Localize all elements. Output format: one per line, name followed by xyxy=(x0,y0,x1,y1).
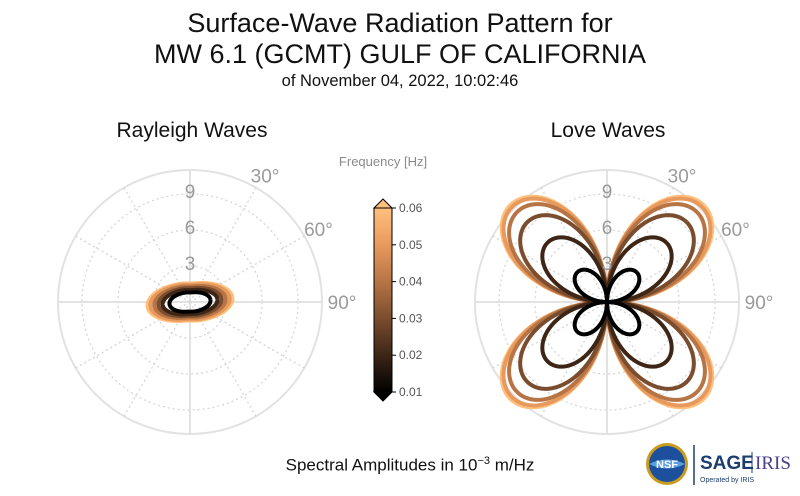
love-curve-0.04 xyxy=(507,202,707,402)
colorbar-frame xyxy=(373,207,393,393)
rayleigh-angle-label-30: 30° xyxy=(251,167,280,188)
rayleigh-panel-title: Rayleigh Waves xyxy=(116,119,268,142)
figure-title-line-2: MW 6.1 (GCMT) GULF OF CALIFORNIA xyxy=(153,39,646,69)
colorbar-tick-label-0.02: 0.02 xyxy=(399,348,423,362)
love-radial-tick-3: 3 xyxy=(602,254,613,275)
rayleigh-angle-label-60: 60° xyxy=(304,220,333,241)
love-radial-tick-9: 9 xyxy=(602,182,613,203)
rayleigh-curve-0.04 xyxy=(152,284,228,320)
colorbar-label: Frequency [Hz] xyxy=(339,154,427,169)
love-angle-label-60: 60° xyxy=(721,220,750,241)
nsf-logo: NSF xyxy=(646,443,688,485)
rayleigh-curve-0.05 xyxy=(148,282,232,322)
frequency-colorbar: Frequency [Hz] 0.06 0.05 0.04 0.03 0.02 0.01 xyxy=(339,154,427,402)
rayleigh-radial-tick-9: 9 xyxy=(185,182,196,203)
colorbar-tick-label-0.01: 0.01 xyxy=(399,385,423,399)
colorbar-tick-label-0.03: 0.03 xyxy=(399,311,423,325)
love-angle-label-90: 90° xyxy=(745,293,774,314)
love-curve-0.02 xyxy=(540,235,674,369)
love-grid-spoke-240 xyxy=(492,301,608,369)
caption-suffix: m/Hz xyxy=(490,455,535,475)
colorbar-tick-label-0.06: 0.06 xyxy=(399,201,423,215)
rayleigh-curve-0.02 xyxy=(160,287,220,317)
rayleigh-angle-label-90: 90° xyxy=(328,293,357,314)
rayleigh-curve-0.01 xyxy=(167,290,213,314)
love-polar-plot: 3 6 9 30° 60° 90° xyxy=(474,167,774,435)
colorbar-gradient-bar xyxy=(374,208,392,392)
rayleigh-curve-0.03 xyxy=(156,285,224,319)
love-radial-tick-6: 6 xyxy=(602,218,613,239)
operated-by-text: Operated by IRIS xyxy=(700,477,754,484)
love-grid-spoke-300 xyxy=(492,235,608,303)
caption-prefix: Spectral Amplitudes in 10 xyxy=(285,455,478,475)
rayleigh-radial-tick-3: 3 xyxy=(185,254,196,275)
sponsor-logos: NSF SAGE IRIS Operated by IRIS xyxy=(644,437,794,489)
colorbar-extend-top xyxy=(372,198,394,209)
rayleigh-polar-plot: 3 6 9 30° 60° 90° xyxy=(57,167,357,435)
love-curve-0.01 xyxy=(572,267,642,337)
sage-logo-text: SAGE xyxy=(700,453,754,474)
amplitude-units-caption: Spectral Amplitudes in 10−3 m/Hz xyxy=(0,455,800,476)
figure-title-block: Surface-Wave Radiation Pattern for MW 6.… xyxy=(0,8,800,92)
colorbar-tick-label-0.05: 0.05 xyxy=(399,238,423,252)
colorbar-tick-label-0.04: 0.04 xyxy=(399,275,423,289)
iris-logo-text: IRIS xyxy=(755,453,791,474)
nsf-logo-text: NSF xyxy=(656,459,678,471)
love-panel-title: Love Waves xyxy=(550,119,666,142)
rayleigh-radial-tick-6: 6 xyxy=(185,218,196,239)
love-curve-0.03 xyxy=(518,213,696,391)
figure-subtitle-date: of November 04, 2022, 10:02:46 xyxy=(281,72,519,90)
caption-exponent: −3 xyxy=(477,455,490,467)
figure-title-line-1: Surface-Wave Radiation Pattern for xyxy=(187,8,613,38)
love-grid-spoke-330 xyxy=(540,187,608,303)
colorbar-extend-bottom xyxy=(372,391,394,402)
love-grid-spoke-30 xyxy=(606,187,674,303)
love-angle-label-30: 30° xyxy=(668,167,697,188)
